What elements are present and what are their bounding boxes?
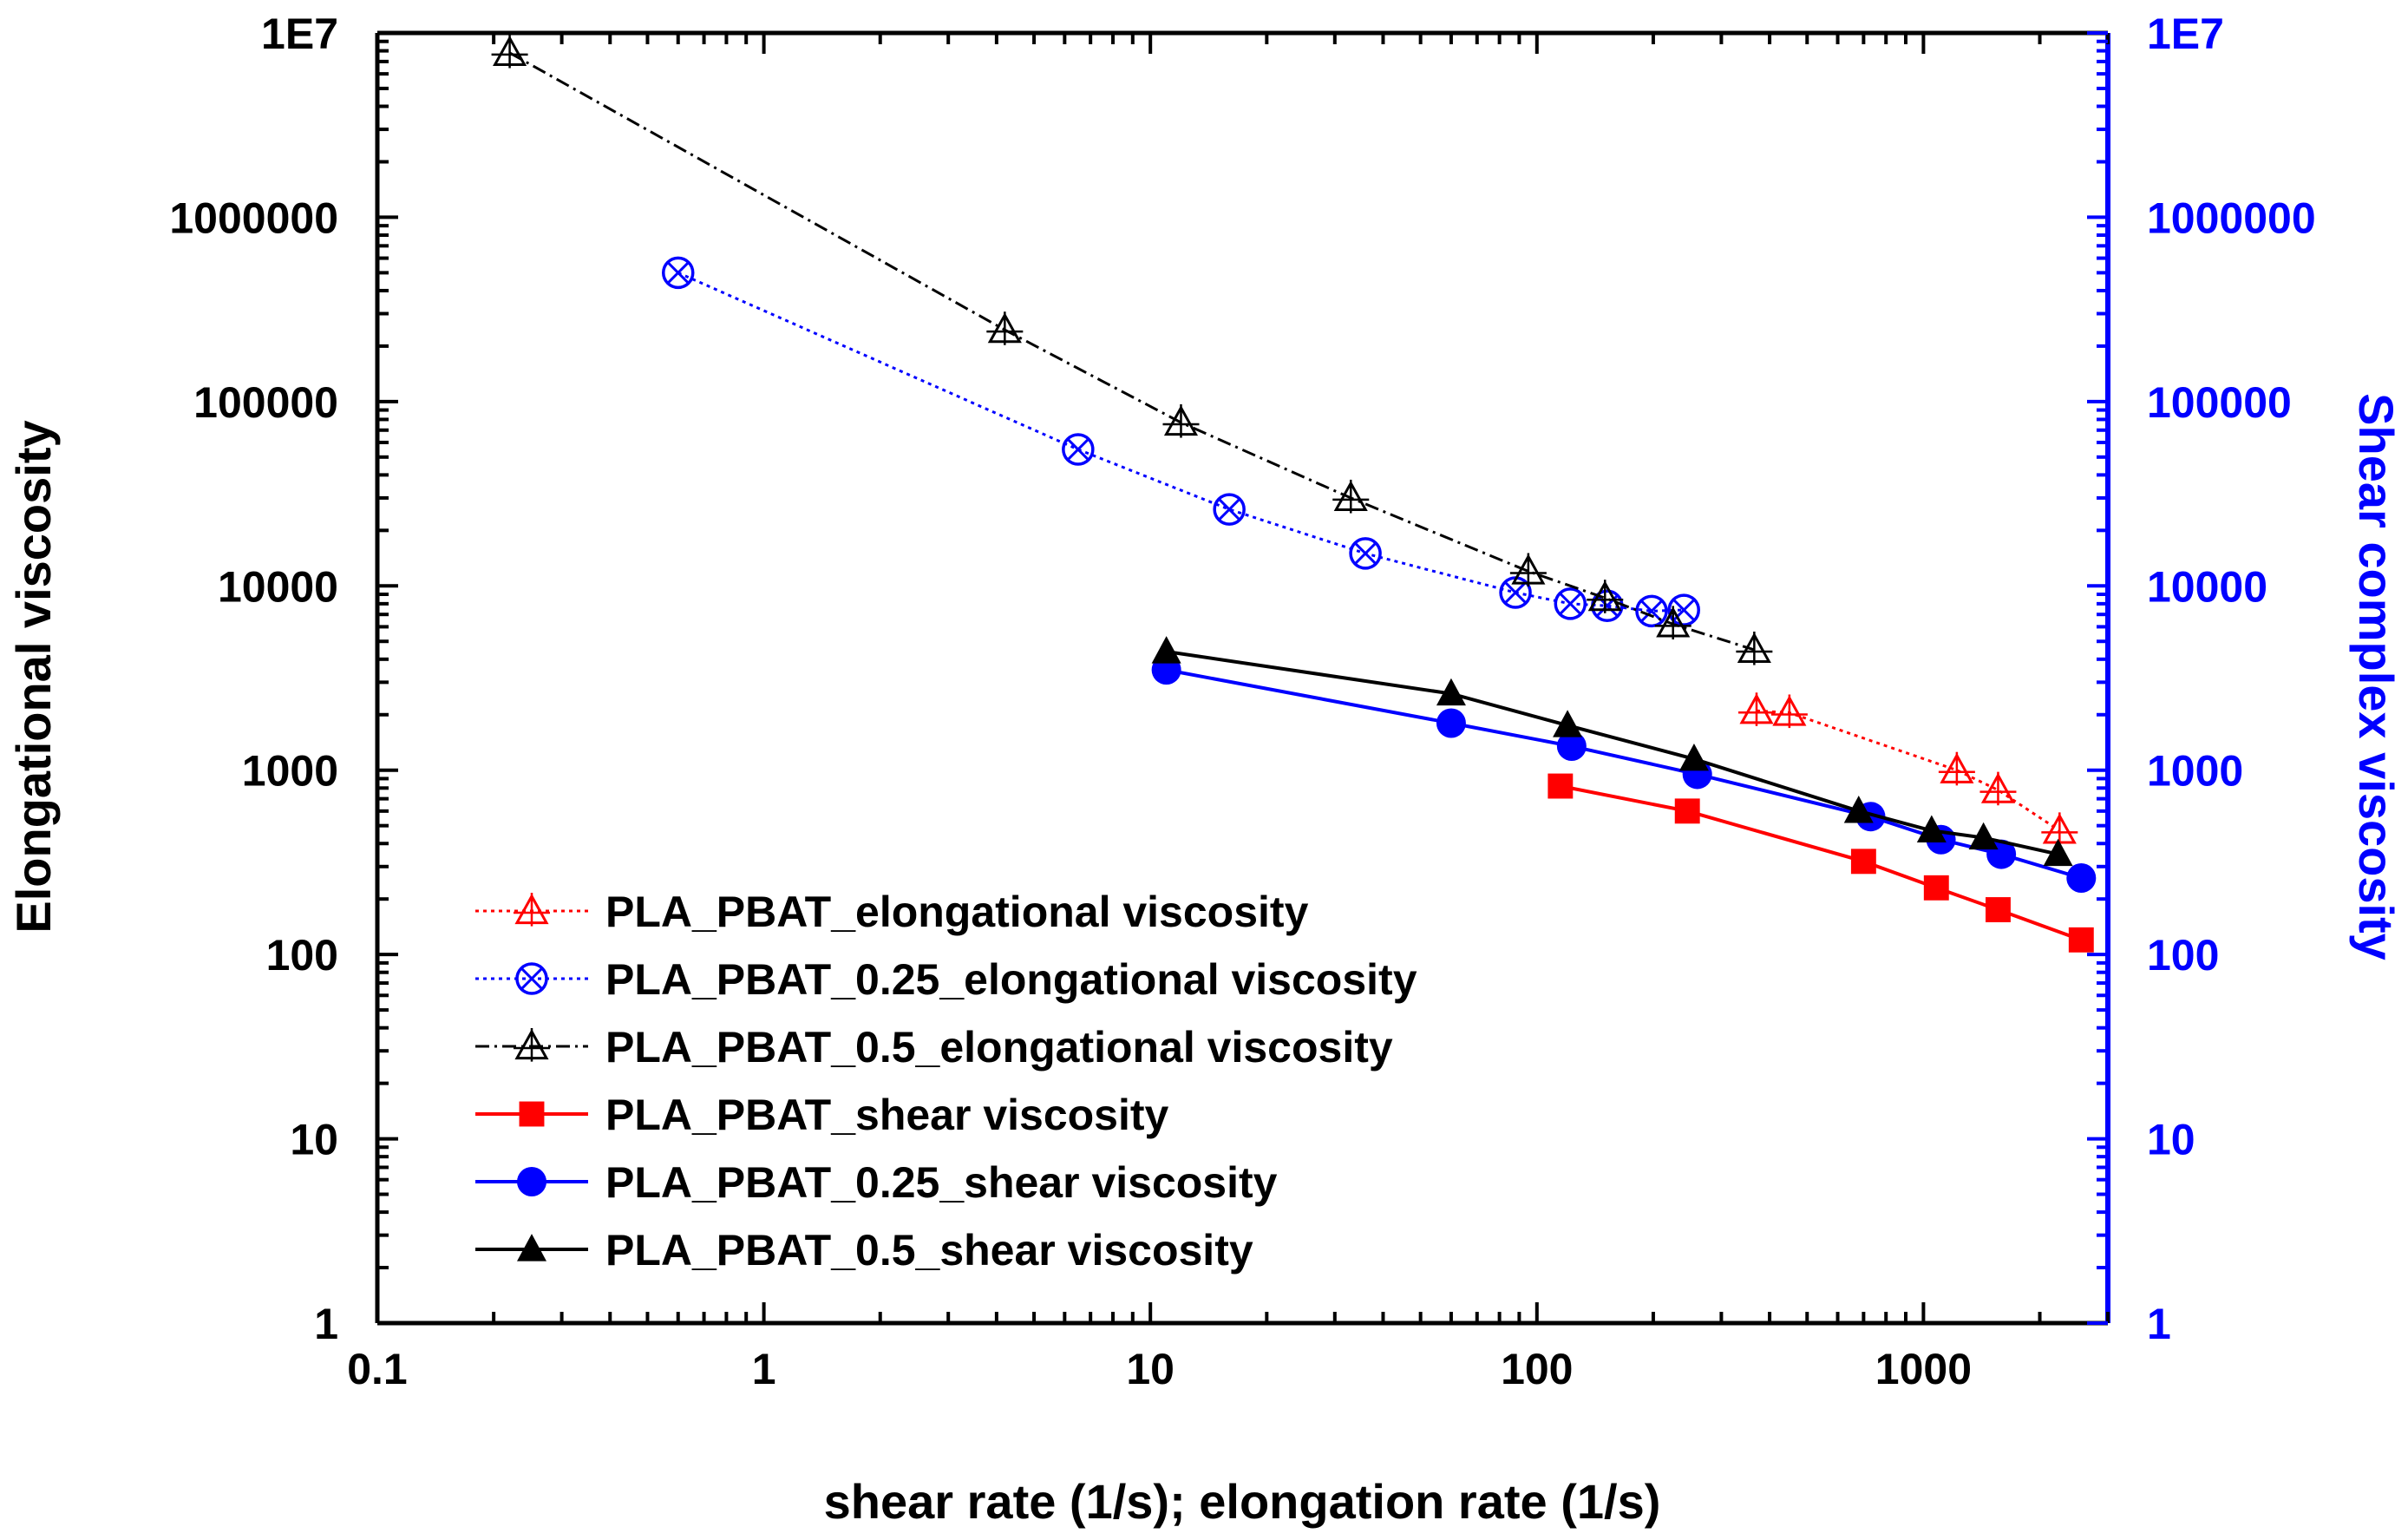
series [664,258,1698,626]
y-tick-label: 100 [266,931,338,980]
y-tick-label: 1000000 [169,193,338,242]
legend-label: PLA_PBAT_shear viscosity [605,1091,1169,1139]
data-point [2069,927,2094,953]
legend-label: PLA_PBAT_elongational viscosity [605,888,1309,936]
legend-item: PLA_PBAT_0.5_elongational viscosity [475,1023,1393,1071]
x-tick-label: 10 [1126,1345,1175,1393]
y2-axis-ticks: 1 10 100 1000 10000 100000 1000000 1E7 [2087,10,2316,1348]
chart: 0.1 1 10 100 1000 11010010001000010000010000… [0,0,2408,1540]
legend-item: PLA_PBAT_0.5_shear viscosity [475,1226,1253,1275]
legend-item: PLA_PBAT_shear viscosity [475,1091,1169,1139]
series [1152,655,2097,893]
data-point [1675,798,1700,823]
x-tick-label: 1 [752,1345,776,1393]
data-point [2066,863,2096,893]
data-point [1851,849,1876,874]
y2-tick-label: 1000000 [2147,193,2316,242]
y2-tick-label: 100000 [2147,378,2292,427]
legend-item: PLA_PBAT_elongational viscosity [475,888,1309,936]
data-point [1924,875,1949,901]
legend-label: PLA_PBAT_0.5_shear viscosity [605,1226,1253,1275]
legend-label: PLA_PBAT_0.25_elongational viscosity [605,955,1417,1004]
y2-tick-label: 10000 [2147,562,2267,611]
y2-tick-label: 1000 [2147,747,2243,796]
data-point [517,1167,546,1196]
y2-tick-label: 1E7 [2147,10,2224,58]
data-point [1152,636,1181,663]
x-tick-label: 100 [1501,1345,1573,1393]
y-tick-label: 1000 [242,747,338,796]
series-line [510,53,1755,650]
legend-label: PLA_PBAT_0.25_shear viscosity [605,1158,1278,1207]
data-point [520,1102,545,1127]
data-point [1548,774,1573,799]
data-point [517,1234,546,1261]
y-tick-label: 1E7 [261,10,338,58]
y-tick-label: 10 [290,1116,338,1164]
y2-tick-label: 10 [2147,1116,2195,1164]
series-line [1757,711,2059,830]
y-tick-label: 1 [314,1300,338,1348]
y2-axis-title: Shear complex viscosity [2349,393,2404,960]
legend-item: PLA_PBAT_0.25_shear viscosity [475,1158,1278,1207]
x-axis-title: shear rate (1/s); elongation rate (1/s) [824,1474,1661,1529]
x-tick-label: 1000 [1875,1345,1972,1393]
y2-tick-label: 100 [2147,931,2219,980]
series [492,35,1773,665]
y-tick-label: 10000 [218,562,338,611]
legend-label: PLA_PBAT_0.5_elongational viscosity [605,1023,1393,1071]
y-axis-ticks: 1 10 100 1000 10000 100000 1000000 1E7 [169,10,398,1348]
legend: PLA_PBAT_elongational viscosity PLA_PBAT_… [475,888,1417,1275]
series-line [678,272,1684,611]
x-tick-label: 0.1 [347,1345,408,1393]
series-line [1167,652,2058,855]
data-point [1436,708,1466,737]
y2-tick-label: 1 [2147,1300,2171,1348]
y-tick-label: 100000 [193,378,338,427]
series-layer [492,35,2097,953]
series [1152,636,2073,866]
legend-item: PLA_PBAT_0.25_elongational viscosity [475,955,1417,1004]
y-axis-title: Elongational viscosity [6,420,61,933]
data-point [1986,897,2011,922]
